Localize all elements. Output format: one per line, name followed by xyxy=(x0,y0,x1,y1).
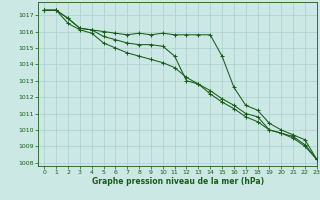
X-axis label: Graphe pression niveau de la mer (hPa): Graphe pression niveau de la mer (hPa) xyxy=(92,177,264,186)
